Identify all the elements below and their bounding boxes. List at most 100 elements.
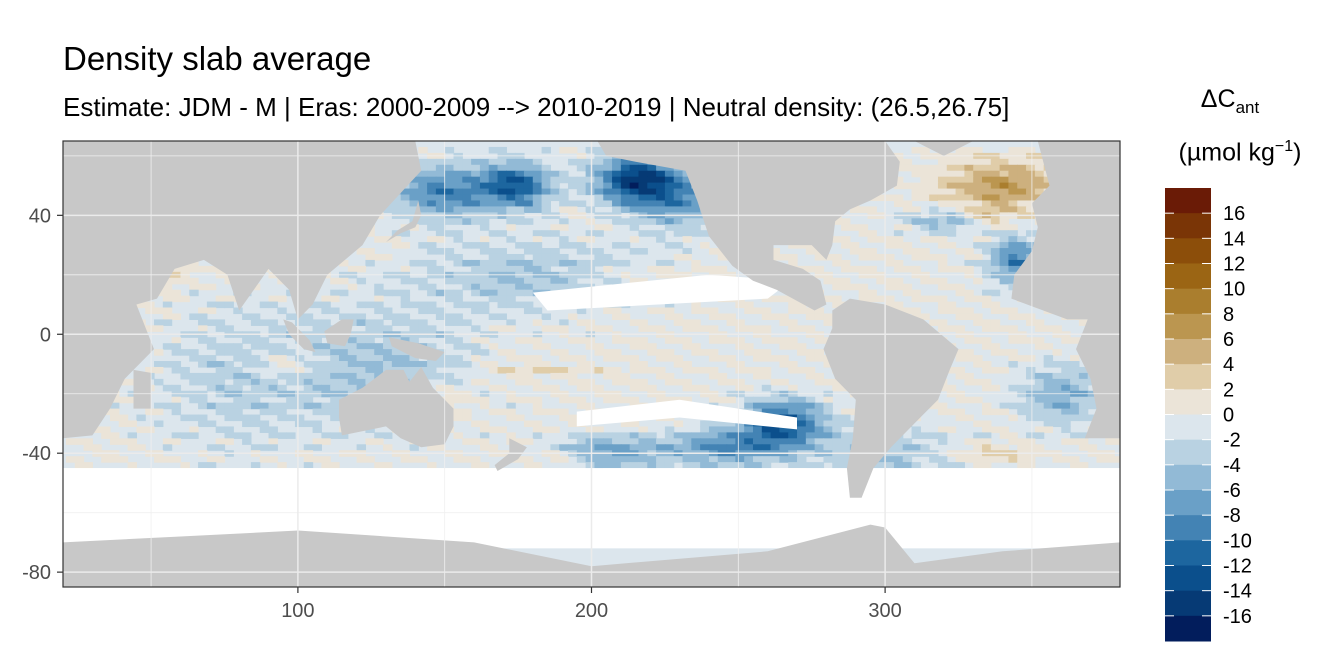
value-tile xyxy=(515,396,525,404)
value-tile xyxy=(427,283,437,291)
value-tile xyxy=(471,194,481,202)
value-tile xyxy=(409,366,419,374)
value-tile xyxy=(171,408,182,416)
value-tile xyxy=(982,426,992,433)
value-tile xyxy=(1034,176,1045,184)
value-tile xyxy=(383,343,393,350)
value-tile xyxy=(259,337,270,344)
value-tile xyxy=(673,206,684,213)
value-tile xyxy=(673,337,684,344)
value-tile xyxy=(479,206,490,213)
value-tile xyxy=(902,248,913,255)
value-tile xyxy=(374,438,384,445)
value-tile xyxy=(612,366,622,374)
value-tile xyxy=(391,313,402,320)
value-tile xyxy=(937,438,948,445)
value-tile xyxy=(215,319,226,326)
value-tile xyxy=(383,337,393,344)
value-tile xyxy=(550,384,560,392)
value-tile xyxy=(973,295,983,303)
value-tile xyxy=(823,438,833,445)
value-tile xyxy=(797,349,807,356)
value-tile xyxy=(576,259,587,267)
value-tile xyxy=(479,420,490,428)
value-tile xyxy=(937,236,948,243)
value-tile xyxy=(1061,414,1071,422)
value-tile xyxy=(664,426,675,433)
value-tile xyxy=(964,265,974,273)
value-tile xyxy=(497,295,507,303)
value-tile xyxy=(198,361,208,368)
value-tile xyxy=(594,438,604,445)
value-tile xyxy=(647,325,657,332)
value-tile xyxy=(823,253,833,261)
value-tile xyxy=(568,283,578,291)
value-tile xyxy=(585,402,596,410)
value-tile xyxy=(691,259,701,267)
value-tile xyxy=(550,277,560,285)
value-tile xyxy=(823,295,833,303)
value-tile xyxy=(585,176,596,184)
value-tile xyxy=(990,301,1001,309)
value-tile xyxy=(779,319,789,326)
value-tile xyxy=(955,164,965,172)
value-tile xyxy=(127,462,138,469)
value-tile xyxy=(488,366,499,374)
value-tile xyxy=(453,408,463,416)
value-tile xyxy=(885,295,895,303)
value-tile xyxy=(955,218,965,225)
value-tile xyxy=(286,349,296,356)
value-tile xyxy=(427,361,437,368)
value-tile xyxy=(841,277,851,285)
value-tile xyxy=(488,170,499,178)
value-tile xyxy=(770,402,781,410)
value-tile xyxy=(427,259,437,267)
value-tile xyxy=(603,372,613,380)
value-tile xyxy=(1017,182,1027,190)
value-tile xyxy=(1043,420,1054,428)
value-tile xyxy=(435,248,446,255)
value-tile xyxy=(594,170,604,178)
value-tile xyxy=(999,366,1010,374)
value-tile xyxy=(964,313,974,320)
legend-swatch xyxy=(1165,188,1211,214)
value-tile xyxy=(929,319,939,326)
value-tile xyxy=(620,432,631,439)
value-tile xyxy=(1052,408,1062,416)
value-tile xyxy=(427,206,437,213)
value-tile xyxy=(206,361,217,368)
value-tile xyxy=(911,248,921,255)
value-tile xyxy=(127,396,138,404)
value-tile xyxy=(559,170,569,178)
value-tile xyxy=(515,194,525,202)
value-tile xyxy=(779,408,789,416)
value-tile xyxy=(990,265,1001,273)
value-tile xyxy=(330,355,340,362)
value-tile xyxy=(647,200,657,208)
value-tile xyxy=(453,182,463,190)
value-tile xyxy=(1034,158,1045,166)
value-tile xyxy=(1008,146,1018,154)
value-tile xyxy=(356,384,367,392)
land-japan xyxy=(386,200,422,243)
value-tile xyxy=(479,194,490,202)
value-tile xyxy=(673,230,684,237)
value-tile xyxy=(885,253,895,261)
value-tile xyxy=(682,230,692,237)
value-tile xyxy=(673,432,684,439)
value-tile xyxy=(162,277,173,285)
value-tile xyxy=(797,426,807,433)
value-tile xyxy=(1008,253,1018,261)
value-tile xyxy=(532,236,543,243)
value-tile xyxy=(515,283,525,291)
value-tile xyxy=(568,259,578,267)
value-tile xyxy=(550,408,560,416)
value-tile xyxy=(444,230,455,237)
value-tile xyxy=(805,349,816,356)
value-tile xyxy=(568,206,578,213)
value-tile xyxy=(1034,372,1045,380)
value-tile xyxy=(717,313,728,320)
value-tile xyxy=(717,426,728,433)
y-tick-label: -80 xyxy=(22,562,51,584)
value-tile xyxy=(982,361,992,368)
